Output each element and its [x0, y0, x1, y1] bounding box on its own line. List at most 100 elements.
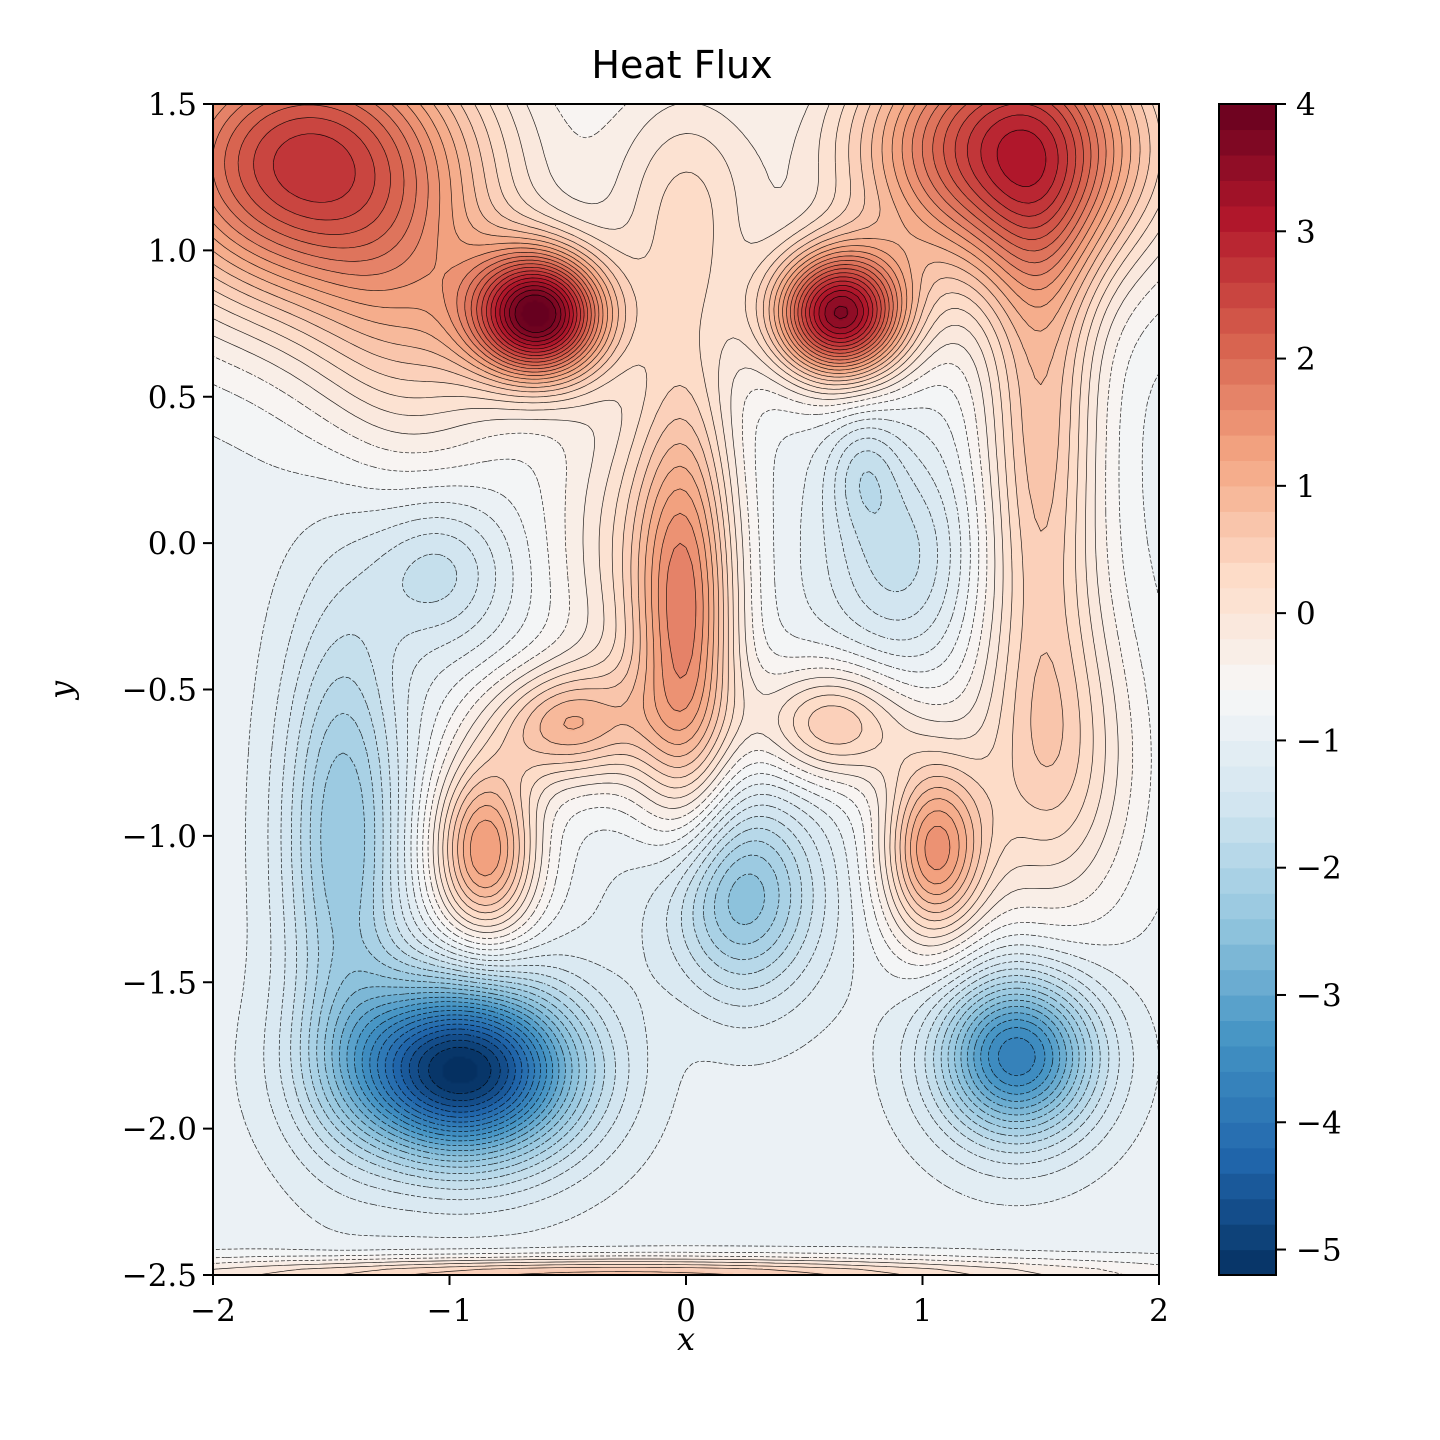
colorbar-band	[1219, 1224, 1276, 1251]
colorbar-band	[1219, 714, 1276, 742]
colorbar-tick-label: −4	[1296, 1105, 1342, 1141]
colorbar-band	[1219, 1045, 1276, 1072]
contour-line	[408, 1033, 509, 1108]
contour-line	[213, 104, 1123, 885]
contour-lines	[213, 104, 1159, 1275]
colorbar-frame	[1218, 103, 1277, 1276]
contour-line	[213, 104, 1159, 1275]
colorbar-band	[1219, 154, 1276, 181]
x-axis-label: x	[677, 1320, 695, 1358]
x-tick-label: 1	[913, 1293, 933, 1329]
colorbar-band	[1219, 613, 1276, 640]
colorbar-band	[1219, 384, 1276, 411]
colorbar-band	[1219, 765, 1276, 792]
heat-flux-field	[213, 104, 1159, 1275]
colorbar-band	[1219, 1173, 1276, 1200]
colorbar: 4 3 2 1 0 −1 −2 −3 −4 −5	[1218, 87, 1342, 1276]
contour-line	[331, 986, 1074, 1157]
contour-line	[272, 104, 1068, 356]
contour-line	[278, 437, 1120, 1201]
chart-title: Heat Flux	[591, 43, 772, 87]
x-axis: −2 −1 0 1 2	[190, 1275, 1169, 1329]
colorbar-band	[1219, 180, 1276, 207]
colorbar-band	[1219, 485, 1276, 512]
y-tick-label: −1.5	[122, 965, 197, 1001]
colorbar-band	[1219, 842, 1276, 869]
contour-line	[400, 1028, 516, 1113]
colorbar-band	[1219, 689, 1276, 716]
colorbar-tick-label: −1	[1296, 723, 1342, 759]
colorbar-tick-label: 1	[1296, 469, 1316, 505]
contour-line	[213, 104, 1107, 679]
y-axis-label: y	[42, 680, 80, 701]
colorbar-band	[1219, 1122, 1276, 1149]
colorbar-band	[1219, 104, 1276, 131]
colorbar-ticks: 4 3 2 1 0 −1 −2 −3 −4 −5	[1276, 87, 1342, 1269]
contour-line	[253, 104, 1077, 360]
contour-line	[213, 104, 1115, 870]
x-tick-label: −1	[427, 1293, 473, 1329]
colorbar-tick-label: −2	[1296, 851, 1342, 887]
colorbar-band	[1219, 816, 1276, 843]
colorbar-band	[1219, 129, 1276, 156]
colorbar-band	[1219, 333, 1276, 360]
colorbar-band	[1219, 358, 1276, 385]
contour-line	[224, 104, 1092, 366]
colorbar-band	[1219, 969, 1276, 996]
plot-area	[212, 103, 1160, 1276]
contour-line	[384, 1019, 529, 1123]
contour-line	[369, 1010, 1036, 1132]
contour-line	[213, 104, 1099, 370]
colorbar-tick-label: −5	[1296, 1233, 1342, 1269]
y-tick-label: 0.5	[148, 380, 197, 416]
y-tick-label: −0.5	[122, 673, 197, 709]
contour-line	[290, 450, 1110, 1190]
colorbar-band	[1219, 638, 1276, 665]
colorbar-band	[1219, 867, 1276, 894]
contour-line	[417, 1039, 501, 1102]
contour-line	[392, 1023, 523, 1118]
colorbar-band	[1219, 664, 1276, 691]
colorbar-tick-label: 2	[1296, 342, 1316, 378]
colorbar-band	[1219, 282, 1276, 309]
x-tick-label: −2	[190, 1293, 236, 1329]
colorbar-band	[1219, 511, 1276, 538]
colorbar-tick-label: −3	[1296, 978, 1342, 1014]
colorbar-bands	[1219, 104, 1276, 1276]
contour-line	[213, 104, 1159, 1275]
contour-line	[504, 285, 858, 342]
colorbar-band	[1219, 256, 1276, 283]
contour-line	[339, 992, 1067, 1152]
y-tick-label: 0.0	[148, 526, 197, 562]
colorbar-band	[1219, 1071, 1276, 1098]
colorbar-band	[1219, 1020, 1276, 1047]
colorbar-band	[1219, 791, 1276, 818]
colorbar-tick-label: 0	[1296, 596, 1316, 632]
contour-line	[213, 104, 1132, 895]
contour-line	[308, 712, 1094, 1174]
contour-line	[324, 873, 1080, 1162]
contour-line	[213, 104, 1141, 905]
colorbar-band	[1219, 893, 1276, 920]
contour-line	[213, 104, 1159, 1275]
y-tick-label: −2.5	[122, 1258, 197, 1294]
colorbar-band	[1219, 1198, 1276, 1225]
y-tick-label: 1.0	[148, 233, 197, 269]
colorbar-band	[1219, 460, 1276, 487]
colorbar-band	[1219, 994, 1276, 1022]
colorbar-band	[1219, 231, 1276, 258]
contour-line	[213, 104, 1159, 1275]
y-tick-label: 1.5	[148, 87, 197, 123]
contour-line	[237, 104, 1084, 363]
contour-line	[299, 471, 1101, 1182]
contour-line	[428, 1046, 492, 1094]
contour-line	[377, 1014, 535, 1128]
x-tick-label: 2	[1149, 1293, 1169, 1329]
contour-line	[514, 294, 557, 333]
colorbar-band	[1219, 587, 1276, 614]
contour-line	[316, 752, 1087, 1168]
contour-line	[234, 418, 1159, 1238]
colorbar-band	[1219, 1147, 1276, 1174]
contour-line	[499, 281, 864, 346]
